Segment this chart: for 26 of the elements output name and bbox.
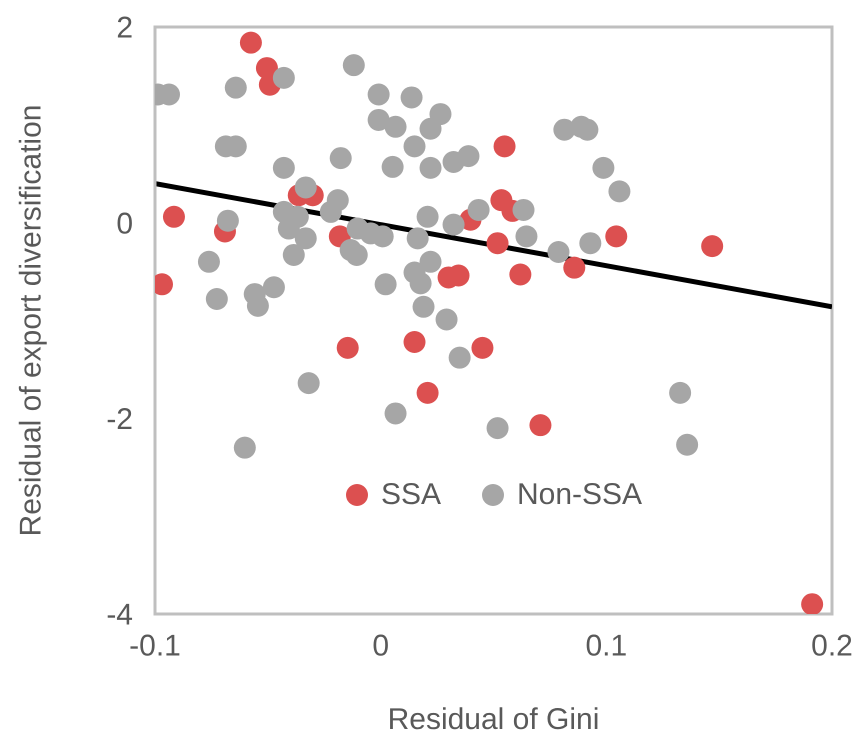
- x-tick-label: -0.1: [129, 629, 181, 662]
- point: [416, 382, 439, 404]
- x-tick-label: 0.2: [811, 629, 853, 662]
- x-axis-title: Residual of Gini: [388, 703, 600, 736]
- point: [471, 336, 494, 359]
- y-tick-label: -4: [106, 598, 133, 632]
- y-axis-title: Residual of export diversification: [14, 104, 48, 536]
- y-tick-label: -2: [106, 402, 133, 436]
- y-tick-label: 0: [116, 207, 133, 240]
- point: [486, 232, 509, 254]
- point: [701, 235, 724, 258]
- point: [563, 256, 586, 279]
- point: [605, 225, 628, 248]
- point: [404, 331, 426, 354]
- point: [494, 135, 516, 158]
- point: [162, 206, 185, 228]
- x-tick-label: 0.1: [585, 629, 628, 662]
- legend-label: SSA: [380, 478, 441, 512]
- point: [801, 593, 824, 614]
- point: [240, 32, 262, 54]
- point: [509, 264, 532, 286]
- legend-label: Non-SSA: [516, 478, 642, 512]
- point: [336, 336, 359, 359]
- y-tick-label: 2: [116, 12, 133, 45]
- x-tick-label: 0: [372, 629, 390, 662]
- point: [529, 414, 552, 436]
